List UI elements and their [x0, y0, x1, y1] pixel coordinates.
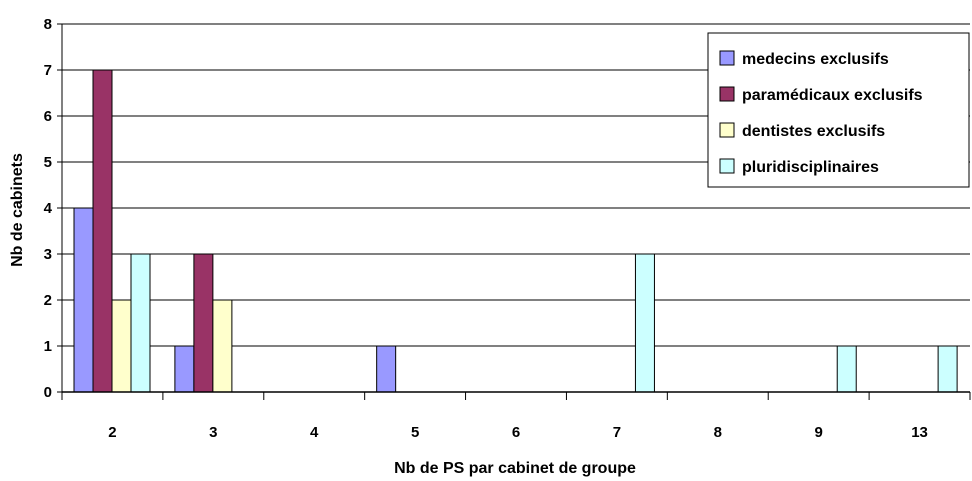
legend-swatch	[719, 122, 735, 138]
x-tick-label: 5	[411, 424, 419, 441]
y-tick-label: 0	[44, 384, 52, 401]
legend-swatch	[719, 50, 735, 66]
x-tick-label: 3	[209, 424, 217, 441]
x-axis-title: Nb de PS par cabinet de groupe	[394, 460, 636, 477]
x-tick-label: 9	[814, 424, 822, 441]
legend-label: dentistes exclusifs	[742, 123, 885, 140]
y-tick-label: 7	[44, 62, 52, 79]
y-tick-label: 6	[44, 108, 52, 125]
bar-pluridisciplinaires-9	[836, 345, 857, 393]
x-tick-label: 8	[714, 424, 722, 441]
legend-swatch	[719, 158, 735, 174]
y-tick-label: 8	[44, 16, 52, 33]
y-tick-label: 3	[44, 246, 52, 263]
bar-medecins-exclusifs-5	[376, 345, 397, 393]
x-tick-label: 6	[512, 424, 520, 441]
legend: medecins exclusifs paramédicaux exclusifs…	[707, 32, 970, 188]
legend-label: paramédicaux exclusifs	[742, 87, 923, 104]
x-tick-label: 7	[613, 424, 621, 441]
bar-dentistes-exclusifs-3	[212, 299, 233, 393]
y-tick-label: 2	[44, 292, 52, 309]
y-tick-labels: 0 1 2 3 4 5 6 7 8	[44, 16, 53, 401]
bar-dentistes-exclusifs-2	[111, 299, 132, 393]
bar-pluridisciplinaires-2	[130, 253, 151, 393]
y-tick-label: 1	[44, 338, 52, 355]
x-tick-label: 4	[310, 424, 319, 441]
bar-pluridisciplinaires-7	[634, 253, 655, 393]
y-tick-label: 5	[44, 154, 52, 171]
bar-pluridisciplinaires-13	[937, 345, 958, 393]
x-tick-label: 13	[911, 424, 928, 441]
legend-label: medecins exclusifs	[742, 51, 889, 68]
legend-label: pluridisciplinaires	[742, 159, 879, 176]
axes	[61, 24, 971, 400]
bar-paramédicaux-exclusifs-3	[193, 253, 214, 393]
y-axis-title: Nb de cabinets	[9, 153, 26, 267]
bar-paramédicaux-exclusifs-2	[92, 69, 113, 393]
y-tick-label: 4	[44, 200, 53, 217]
bar-medecins-exclusifs-3	[174, 345, 195, 393]
bar-medecins-exclusifs-2	[73, 207, 94, 393]
x-tick-label: 2	[108, 424, 116, 441]
x-tick-labels: 2 3 4 5 6 7 8 9 13	[108, 424, 928, 441]
legend-box	[707, 32, 970, 188]
legend-swatch	[719, 86, 735, 102]
